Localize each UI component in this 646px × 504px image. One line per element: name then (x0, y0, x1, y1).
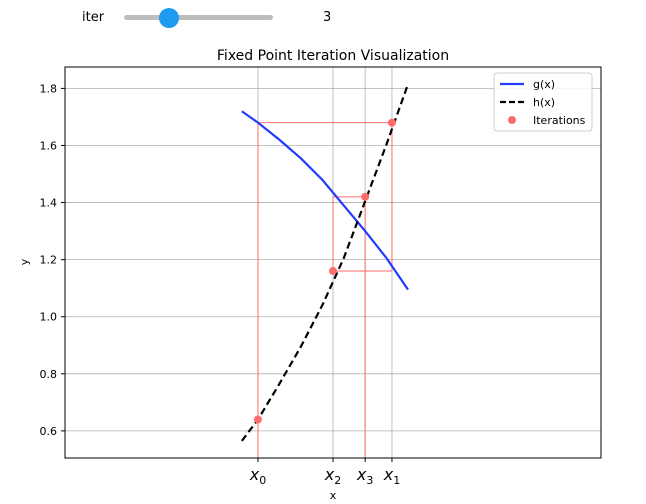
slider-thumb[interactable] (158, 8, 179, 28)
x-ticks: x0 x2 x3 x1 (249, 458, 400, 487)
y-tick-label: 1.4 (40, 197, 58, 210)
x-tick-label: x0 (249, 465, 266, 487)
y-axis-label: y (18, 258, 31, 265)
reference-lines (257, 67, 393, 458)
y-tick-label: 1.8 (40, 82, 58, 95)
iter-slider-row: iter 3 (0, 0, 646, 38)
chart-title: Fixed Point Iteration Visualization (217, 48, 449, 64)
cobweb-path (257, 122, 393, 458)
h-curve (241, 83, 410, 442)
iteration-point (387, 118, 396, 127)
legend-label: Iterations (533, 114, 586, 127)
iteration-point (329, 267, 337, 276)
y-ticks: 0.6 0.8 1.0 1.2 1.4 1.6 1.8 (40, 82, 65, 438)
slider-value: 3 (323, 10, 332, 25)
y-tick-label: 1.6 (40, 139, 58, 152)
cobweb-line (257, 122, 393, 458)
slider-label: iter (82, 10, 105, 25)
y-tick-label: 0.8 (40, 368, 58, 381)
series-group (241, 83, 410, 442)
legend-box (493, 72, 593, 132)
legend-label: h(x) (533, 96, 555, 109)
y-tick-label: 0.6 (40, 425, 58, 438)
legend: g(x) h(x) Iterations (493, 72, 593, 132)
g-curve (241, 110, 409, 291)
x-tick-label: x2 (324, 465, 341, 487)
iteration-markers (253, 118, 396, 424)
x-tick-label: x1 (383, 465, 400, 487)
iteration-point (361, 192, 370, 201)
y-tick-label: 1.0 (40, 311, 58, 324)
x-axis-label: x (330, 489, 337, 502)
slider-track[interactable] (124, 15, 273, 20)
x-tick-label: x3 (356, 465, 373, 487)
legend-marker (508, 116, 516, 124)
y-tick-label: 1.2 (40, 254, 58, 267)
legend-label: g(x) (533, 78, 555, 91)
iteration-point (253, 415, 262, 424)
